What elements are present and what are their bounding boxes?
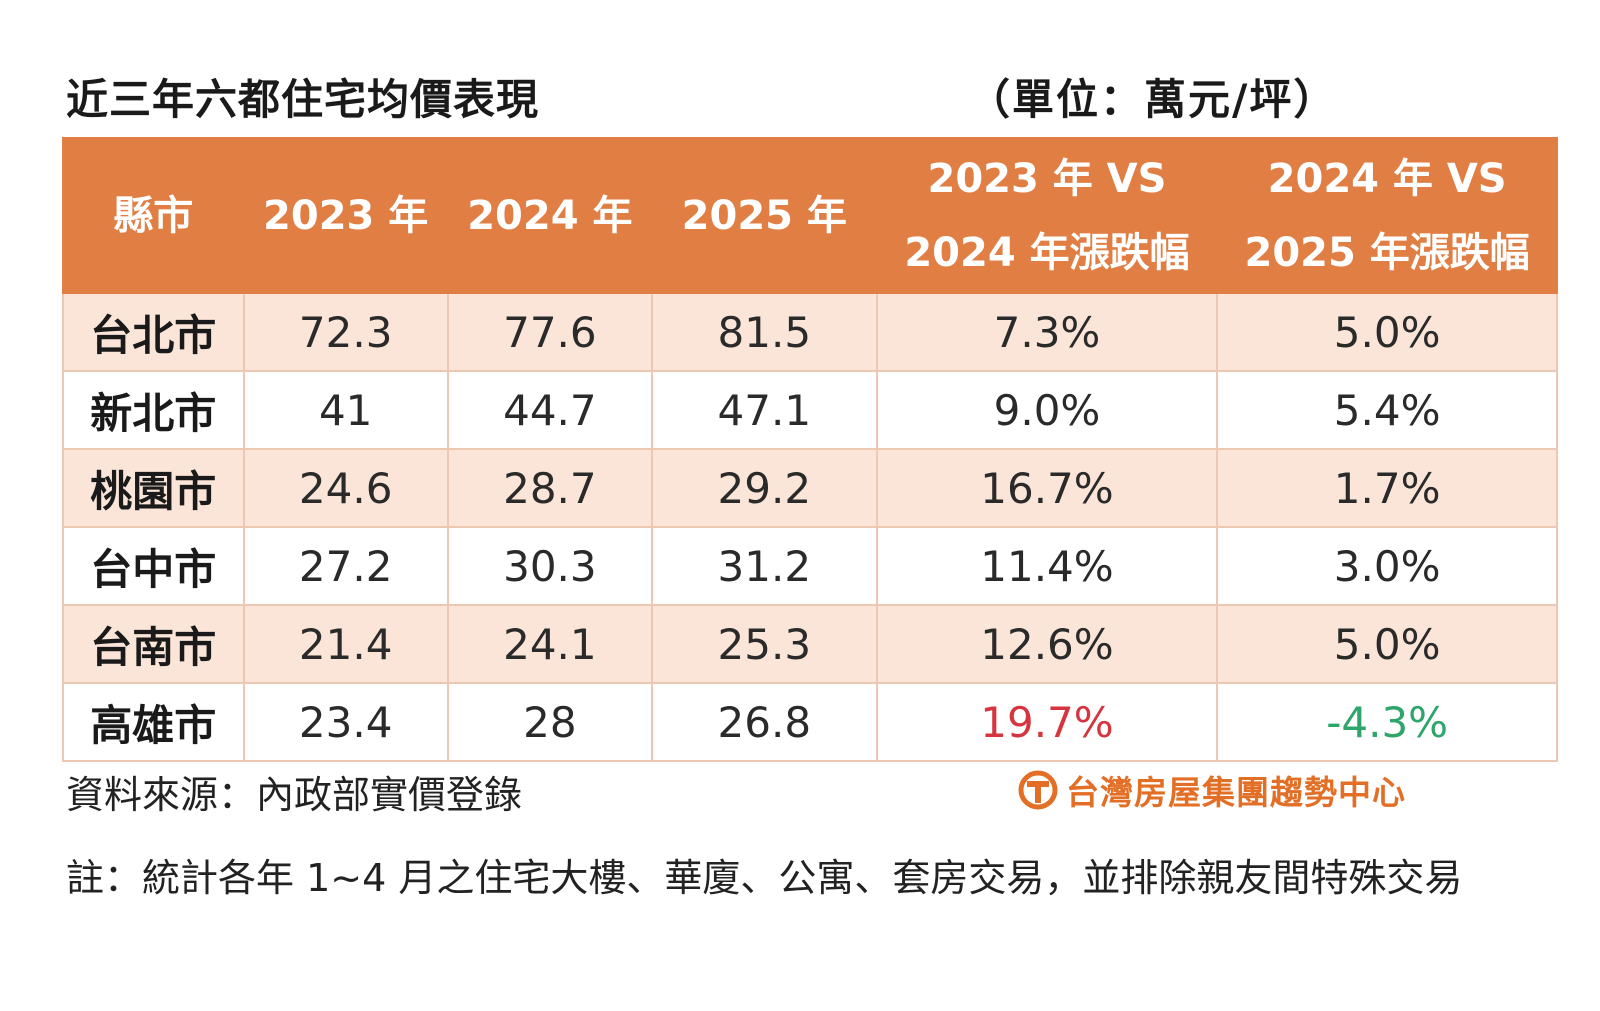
value-cell: 24.1 xyxy=(446,604,653,684)
table-row: 桃園市 24.6 28.7 29.2 16.7% 1.7% xyxy=(62,448,1558,528)
value-cell: 23.4 xyxy=(242,682,449,762)
company-logo: 台灣房屋集團趨勢中心 xyxy=(1018,766,1406,814)
table-row: 高雄市 23.4 28 26.8 19.7% -4.3% xyxy=(62,682,1558,762)
header-change-2024-2025: 2024 年 VS 2025 年漲跌幅 xyxy=(1216,137,1558,294)
value-cell: 3.0% xyxy=(1216,526,1558,606)
value-cell: 28.7 xyxy=(446,448,653,528)
value-cell: 5.0% xyxy=(1216,292,1558,372)
value-cell: 27.2 xyxy=(242,526,449,606)
data-source: 資料來源：內政部實價登錄 xyxy=(66,773,523,817)
table-row: 台中市 27.2 30.3 31.2 11.4% 3.0% xyxy=(62,526,1558,606)
header-change-2023-2024: 2023 年 VS 2024 年漲跌幅 xyxy=(875,137,1219,294)
value-cell: 19.7% xyxy=(875,682,1219,762)
value-cell: 47.1 xyxy=(650,370,878,450)
table-row: 台北市 72.3 77.6 81.5 7.3% 5.0% xyxy=(62,292,1558,372)
value-cell: 16.7% xyxy=(875,448,1219,528)
table-row: 新北市 41 44.7 47.1 9.0% 5.4% xyxy=(62,370,1558,450)
value-cell: 24.6 xyxy=(242,448,449,528)
logo-text: 台灣房屋集團趨勢中心 xyxy=(1066,773,1406,812)
price-table: 縣市 2023 年 2024 年 2025 年 2023 年 VS 2024 年… xyxy=(62,137,1558,762)
header-2025: 2025 年 xyxy=(650,137,878,294)
value-cell: 44.7 xyxy=(446,370,653,450)
value-cell: 28 xyxy=(446,682,653,762)
table-body: 台北市 72.3 77.6 81.5 7.3% 5.0% 新北市 41 44.7 47.1 9.0%… xyxy=(62,292,1558,762)
value-cell: 25.3 xyxy=(650,604,878,684)
header-2024: 2024 年 xyxy=(446,137,653,294)
value-cell: 21.4 xyxy=(242,604,449,684)
city-cell: 桃園市 xyxy=(62,448,245,528)
city-cell: 高雄市 xyxy=(62,682,245,762)
value-cell: 1.7% xyxy=(1216,448,1558,528)
value-cell: 7.3% xyxy=(875,292,1219,372)
city-cell: 台北市 xyxy=(62,292,245,372)
value-cell: 41 xyxy=(242,370,449,450)
value-cell: 5.4% xyxy=(1216,370,1558,450)
table-title: 近三年六都住宅均價表現 xyxy=(66,75,540,124)
header-2023: 2023 年 xyxy=(242,137,449,294)
table-row: 台南市 21.4 24.1 25.3 12.6% 5.0% xyxy=(62,604,1558,684)
value-cell: -4.3% xyxy=(1216,682,1558,762)
logo-mark-icon xyxy=(1018,770,1058,810)
value-cell: 72.3 xyxy=(242,292,449,372)
value-cell: 77.6 xyxy=(446,292,653,372)
value-cell: 5.0% xyxy=(1216,604,1558,684)
value-cell: 81.5 xyxy=(650,292,878,372)
value-cell: 26.8 xyxy=(650,682,878,762)
table-header-row: 縣市 2023 年 2024 年 2025 年 2023 年 VS 2024 年… xyxy=(62,137,1558,294)
city-cell: 新北市 xyxy=(62,370,245,450)
value-cell: 30.3 xyxy=(446,526,653,606)
value-cell: 31.2 xyxy=(650,526,878,606)
footnote: 註：統計各年 1~4 月之住宅大樓、華廈、公寓、套房交易，並排除親友間特殊交易 xyxy=(66,856,1463,900)
value-cell: 12.6% xyxy=(875,604,1219,684)
unit-label: （單位：萬元/坪） xyxy=(968,75,1338,124)
value-cell: 11.4% xyxy=(875,526,1219,606)
city-cell: 台中市 xyxy=(62,526,245,606)
header-city: 縣市 xyxy=(62,137,245,294)
city-cell: 台南市 xyxy=(62,604,245,684)
value-cell: 29.2 xyxy=(650,448,878,528)
value-cell: 9.0% xyxy=(875,370,1219,450)
